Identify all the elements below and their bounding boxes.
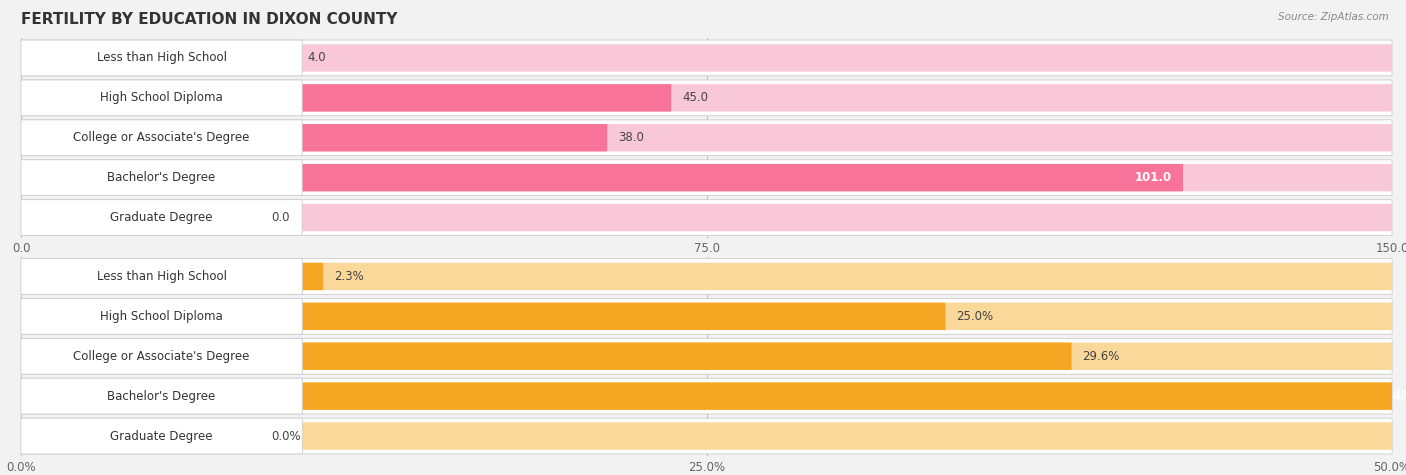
FancyBboxPatch shape [260,263,323,290]
FancyBboxPatch shape [260,124,607,152]
FancyBboxPatch shape [21,378,1392,414]
FancyBboxPatch shape [21,258,302,294]
Text: 25.0%: 25.0% [956,310,994,323]
FancyBboxPatch shape [260,382,1392,410]
FancyBboxPatch shape [260,84,1392,112]
Text: 101.0: 101.0 [1135,171,1173,184]
Text: 4.0: 4.0 [308,51,326,65]
FancyBboxPatch shape [260,84,671,112]
Text: 0.0%: 0.0% [271,429,301,443]
FancyBboxPatch shape [21,418,1392,454]
Text: 2.3%: 2.3% [335,270,364,283]
FancyBboxPatch shape [21,418,302,454]
FancyBboxPatch shape [260,204,1392,231]
FancyBboxPatch shape [21,298,1392,334]
FancyBboxPatch shape [21,200,302,236]
Text: Graduate Degree: Graduate Degree [110,429,212,443]
FancyBboxPatch shape [260,303,1392,330]
Text: Bachelor's Degree: Bachelor's Degree [107,171,215,184]
Text: High School Diploma: High School Diploma [100,310,224,323]
FancyBboxPatch shape [21,80,302,116]
FancyBboxPatch shape [260,342,1071,370]
FancyBboxPatch shape [21,298,302,334]
FancyBboxPatch shape [21,120,302,156]
FancyBboxPatch shape [21,40,302,76]
Text: 29.6%: 29.6% [1083,350,1119,363]
Text: FERTILITY BY EDUCATION IN DIXON COUNTY: FERTILITY BY EDUCATION IN DIXON COUNTY [21,12,398,27]
FancyBboxPatch shape [21,160,1392,196]
Text: Graduate Degree: Graduate Degree [110,211,212,224]
FancyBboxPatch shape [21,80,1392,116]
FancyBboxPatch shape [21,200,1392,236]
Text: High School Diploma: High School Diploma [100,91,224,104]
FancyBboxPatch shape [260,422,1392,450]
FancyBboxPatch shape [260,44,1392,72]
FancyBboxPatch shape [21,120,1392,156]
Text: Bachelor's Degree: Bachelor's Degree [107,390,215,403]
FancyBboxPatch shape [260,44,297,72]
FancyBboxPatch shape [21,258,1392,294]
FancyBboxPatch shape [260,303,945,330]
FancyBboxPatch shape [260,164,1182,191]
FancyBboxPatch shape [21,338,302,374]
Text: 38.0: 38.0 [619,131,644,144]
FancyBboxPatch shape [21,160,302,196]
FancyBboxPatch shape [21,338,1392,374]
Text: College or Associate's Degree: College or Associate's Degree [73,350,250,363]
FancyBboxPatch shape [260,124,1392,152]
FancyBboxPatch shape [21,40,1392,76]
FancyBboxPatch shape [21,378,302,414]
Text: 0.0: 0.0 [271,211,290,224]
Text: 43.2%: 43.2% [1392,390,1406,403]
Text: Less than High School: Less than High School [97,51,226,65]
Text: Less than High School: Less than High School [97,270,226,283]
FancyBboxPatch shape [260,382,1406,410]
Text: College or Associate's Degree: College or Associate's Degree [73,131,250,144]
Text: 45.0: 45.0 [682,91,709,104]
FancyBboxPatch shape [260,342,1392,370]
FancyBboxPatch shape [260,164,1392,191]
FancyBboxPatch shape [260,263,1392,290]
Text: Source: ZipAtlas.com: Source: ZipAtlas.com [1278,12,1389,22]
